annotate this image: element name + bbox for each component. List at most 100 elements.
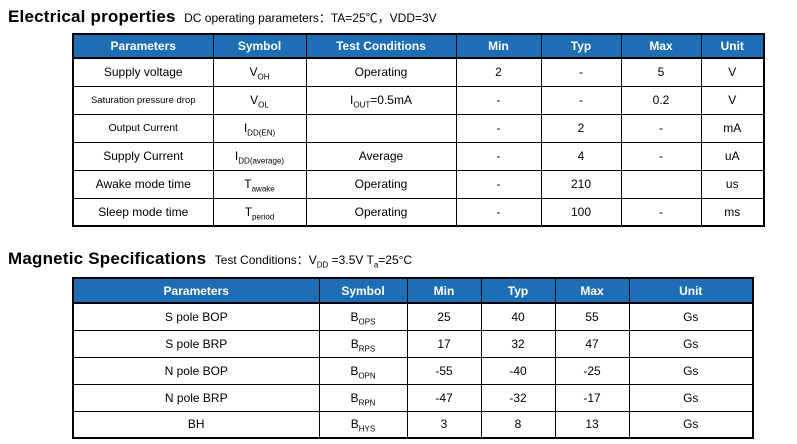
cell-symbol: BHYS xyxy=(318,410,408,439)
cell-max: -17 xyxy=(554,383,630,412)
header-test-conditions: Test Conditions xyxy=(305,33,457,59)
cell-symbol: BRPN xyxy=(318,383,408,412)
cell-max xyxy=(620,169,702,199)
cell-min: 2 xyxy=(455,57,542,87)
cell-symbol: VOH xyxy=(212,57,307,87)
cell-parameter: S pole BOP xyxy=(72,302,320,331)
header-max: Max xyxy=(554,277,630,304)
cell-test-condition: Average xyxy=(305,141,457,171)
cell-typ: -32 xyxy=(480,383,556,412)
cell-max: - xyxy=(620,197,702,227)
table-row: S pole BRP BRPS 17 32 47 Gs xyxy=(72,329,754,358)
cell-typ: 8 xyxy=(480,410,556,439)
cell-min: - xyxy=(455,197,542,227)
electrical-table: Parameters Symbol Test Conditions Min Ty… xyxy=(72,33,765,227)
cell-unit: ms xyxy=(700,197,765,227)
cell-unit: Gs xyxy=(628,302,754,331)
cell-unit: Gs xyxy=(628,383,754,412)
cell-parameter: BH xyxy=(72,410,320,439)
cell-unit: Gs xyxy=(628,410,754,439)
cell-symbol: IDD(EN) xyxy=(212,113,307,143)
cell-test-condition: Operating xyxy=(305,197,457,227)
table-row: N pole BRP BRPN -47 -32 -17 Gs xyxy=(72,383,754,412)
cell-min: - xyxy=(455,141,542,171)
header-parameters: Parameters xyxy=(72,33,214,59)
cell-max: 55 xyxy=(554,302,630,331)
magnetic-subtitle: Test Conditions：VDD =3.5V Ta=25°C xyxy=(214,253,413,270)
cell-unit: us xyxy=(700,169,765,199)
cell-parameter: S pole BRP xyxy=(72,329,320,358)
cell-typ: 40 xyxy=(480,302,556,331)
table-row: Output Current IDD(EN) - 2 - mA xyxy=(72,113,765,143)
header-unit: Unit xyxy=(700,33,765,59)
cell-parameter: Supply Current xyxy=(72,141,214,171)
cell-parameter: N pole BRP xyxy=(72,383,320,412)
header-typ: Typ xyxy=(540,33,622,59)
table-row: Supply voltage VOH Operating 2 - 5 V xyxy=(72,57,765,87)
table-row: N pole BOP BOPN -55 -40 -25 Gs xyxy=(72,356,754,385)
cell-test-condition: IOUT=0.5mA xyxy=(305,85,457,115)
cell-min: 3 xyxy=(406,410,482,439)
table-row: Supply Current IDD(average) Average - 4 … xyxy=(72,141,765,171)
cell-max: 0.2 xyxy=(620,85,702,115)
cell-symbol: BOPS xyxy=(318,302,408,331)
cell-parameter: Output Current xyxy=(72,113,214,143)
cell-typ: - xyxy=(540,85,622,115)
cell-typ: 2 xyxy=(540,113,622,143)
table-row: Saturation pressure drop VOL IOUT=0.5mA … xyxy=(72,85,765,115)
cell-min: 17 xyxy=(406,329,482,358)
header-min: Min xyxy=(406,277,482,304)
cell-parameter: Saturation pressure drop xyxy=(72,85,214,115)
header-symbol: Symbol xyxy=(318,277,408,304)
magnetic-table: Parameters Symbol Min Typ Max Unit S pol… xyxy=(72,277,754,439)
cell-max: -25 xyxy=(554,356,630,385)
cell-min: - xyxy=(455,113,542,143)
cell-symbol: Tawake xyxy=(212,169,307,199)
cell-symbol: BRPS xyxy=(318,329,408,358)
cell-symbol: IDD(average) xyxy=(212,141,307,171)
cell-max: - xyxy=(620,113,702,143)
header-parameters: Parameters xyxy=(72,277,320,304)
cell-min: - xyxy=(455,85,542,115)
cell-typ: -40 xyxy=(480,356,556,385)
header-symbol: Symbol xyxy=(212,33,307,59)
cell-typ: 4 xyxy=(540,141,622,171)
cell-typ: 210 xyxy=(540,169,622,199)
header-unit: Unit xyxy=(628,277,754,304)
electrical-header-row: Parameters Symbol Test Conditions Min Ty… xyxy=(72,33,765,59)
cell-unit: mA xyxy=(700,113,765,143)
cell-unit: Gs xyxy=(628,356,754,385)
cell-min: -55 xyxy=(406,356,482,385)
cell-typ: 100 xyxy=(540,197,622,227)
cell-unit: Gs xyxy=(628,329,754,358)
cell-max: 13 xyxy=(554,410,630,439)
electrical-section-title: Electrical properties DC operating param… xyxy=(8,7,437,27)
header-max: Max xyxy=(620,33,702,59)
cell-parameter: Supply voltage xyxy=(72,57,214,87)
cell-max: 47 xyxy=(554,329,630,358)
electrical-subtitle: DC operating parameters：TA=25℃，VDD=3V xyxy=(184,11,437,25)
magnetic-header-row: Parameters Symbol Min Typ Max Unit xyxy=(72,277,754,304)
cell-min: 25 xyxy=(406,302,482,331)
cell-unit: V xyxy=(700,85,765,115)
table-row: Sleep mode time Tperiod Operating - 100 … xyxy=(72,197,765,227)
cell-max: - xyxy=(620,141,702,171)
header-typ: Typ xyxy=(480,277,556,304)
cell-test-condition xyxy=(305,113,457,143)
table-row: Awake mode time Tawake Operating - 210 u… xyxy=(72,169,765,199)
page-title-electrical: Electrical properties xyxy=(8,7,176,26)
cell-symbol: VOL xyxy=(212,85,307,115)
cell-parameter: N pole BOP xyxy=(72,356,320,385)
magnetic-section-title: Magnetic Specifications Test Conditions：… xyxy=(8,249,412,269)
page-title-magnetic: Magnetic Specifications xyxy=(8,249,207,268)
table-row: S pole BOP BOPS 25 40 55 Gs xyxy=(72,302,754,331)
cell-min: - xyxy=(455,169,542,199)
cell-min: -47 xyxy=(406,383,482,412)
cell-typ: - xyxy=(540,57,622,87)
cell-test-condition: Operating xyxy=(305,169,457,199)
cell-typ: 32 xyxy=(480,329,556,358)
cell-parameter: Sleep mode time xyxy=(72,197,214,227)
header-min: Min xyxy=(455,33,542,59)
cell-parameter: Awake mode time xyxy=(72,169,214,199)
cell-unit: V xyxy=(700,57,765,87)
